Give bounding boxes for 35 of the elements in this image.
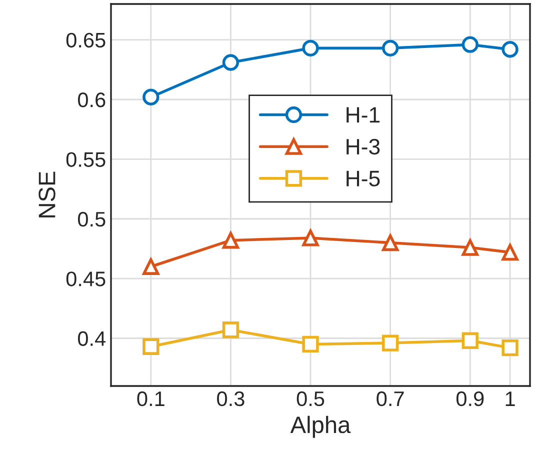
y-tick-label: 0.65 (66, 32, 106, 48)
y-tick-label: 0.6 (78, 92, 106, 108)
point (502, 339, 518, 356)
point (142, 258, 160, 275)
legend-label: H-5 (346, 170, 380, 186)
point (302, 230, 319, 246)
x-axis-title: Alpha (290, 416, 351, 438)
point (382, 334, 399, 352)
point (222, 232, 240, 249)
point (462, 239, 478, 256)
point (222, 322, 240, 338)
x-tick-label: 0.1 (137, 391, 164, 406)
point (142, 88, 160, 106)
y-tick-label: 0.4 (78, 331, 106, 346)
x-tick-label: 0.5 (296, 391, 324, 406)
y-axis-title: NSE (38, 172, 56, 218)
point (302, 40, 319, 57)
point (382, 234, 399, 252)
point (462, 36, 478, 53)
x-tick-label: 0.7 (376, 391, 404, 406)
point (142, 338, 160, 355)
x-tick-label: 0.3 (217, 391, 244, 406)
y-tick-label: 0.45 (66, 272, 106, 286)
legend-label: H-3 (346, 138, 380, 155)
y-tick-label: 0.5 (78, 212, 106, 227)
point (502, 244, 518, 261)
point (382, 40, 399, 57)
point (222, 54, 240, 71)
point (502, 41, 518, 58)
y-tick-label: 0.55 (66, 152, 106, 167)
x-tick-label: 1 (506, 392, 515, 406)
point (302, 336, 319, 353)
point (462, 332, 478, 349)
legend-label: H-1 (346, 107, 380, 123)
x-tick-label: 0.9 (456, 391, 484, 406)
